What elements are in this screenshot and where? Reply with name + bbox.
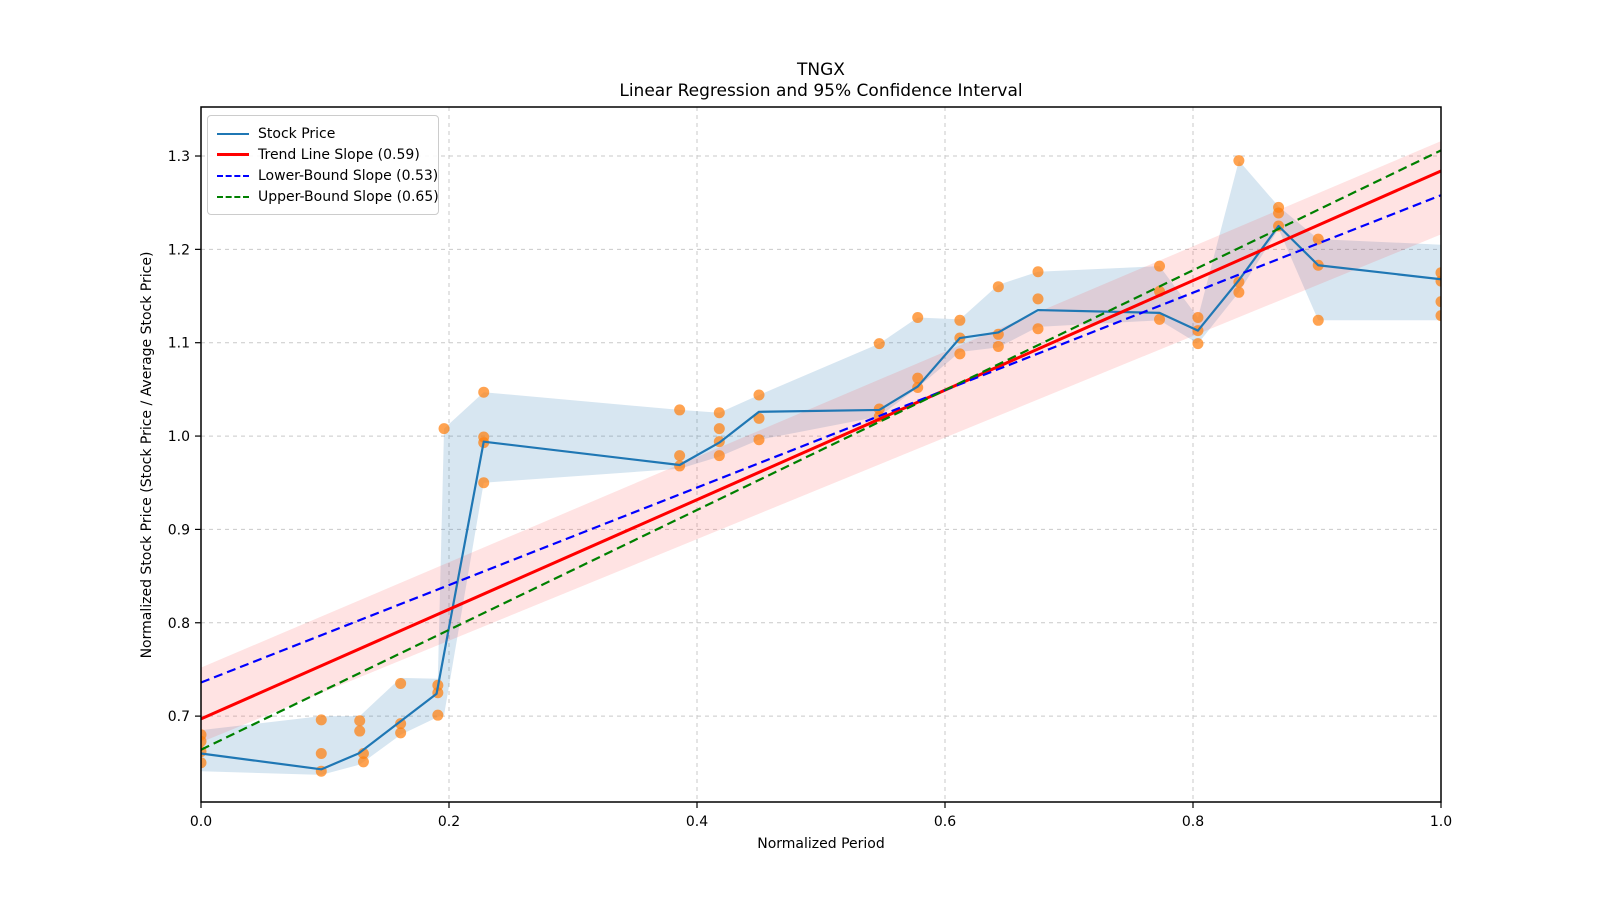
scatter-point [1435,267,1441,279]
scatter-point [395,727,407,739]
scatter-point [674,450,686,462]
x-tick-label: 0.8 [1182,814,1204,830]
scatter-point [954,348,966,360]
scatter-point [1032,266,1044,278]
scatter-point [954,314,966,326]
scatter-point [1435,310,1441,322]
legend-dashed-line-sample-icon [217,174,249,177]
legend-line-sample-icon [217,132,249,135]
legend-item-upper-bound: Upper-Bound Slope (0.65) [217,186,439,207]
legend-item-trend-line: Trend Line Slope (0.59) [217,144,428,165]
scatter-point [354,715,366,727]
chart-subtitle: Linear Regression and 95% Confidence Int… [619,81,1023,101]
scatter-point [357,756,369,768]
scatter-point [992,340,1004,352]
lower-bound-line [201,194,1441,684]
y-tick-label: 1.3 [168,149,190,165]
scatter-point [1154,313,1166,325]
scatter-point [1192,312,1204,324]
scatter-point [478,477,490,489]
x-tick-label: 0.2 [438,814,460,830]
scatter-point [1233,286,1245,298]
trend-line [201,169,1441,721]
legend-dashed-line-sample-icon [217,195,249,198]
y-axis-label: Normalized Stock Price (Stock Price / Av… [139,251,155,659]
scatter-point [753,389,765,401]
scatter-point [1154,260,1166,272]
scatter-point [315,747,327,759]
chart-title: TNGX [797,60,845,80]
y-tick-label: 1.0 [168,429,190,445]
legend-item-lower-bound: Lower-Bound Slope (0.53) [217,165,438,186]
x-tick-label: 0.4 [686,814,708,830]
upper-bound-line [201,149,1441,751]
x-tick-label: 0.6 [934,814,956,830]
scatter-point [395,718,407,730]
legend-label: Upper-Bound Slope (0.65) [258,188,439,205]
scatter-point [315,714,327,726]
x-tick-label: 1.0 [1430,814,1452,830]
y-tick-label: 0.7 [168,709,190,725]
scatter-point [674,404,686,416]
scatter-point [713,450,725,462]
legend: Stock Price Trend Line Slope (0.59) Lowe… [207,115,439,215]
x-tick-label: 0.0 [190,814,212,830]
y-tick-label: 0.8 [168,616,190,632]
legend-label: Trend Line Slope (0.59) [258,146,420,163]
scatter-point [1032,293,1044,305]
scatter-point [713,423,725,435]
scatter-point [873,338,885,350]
scatter-point [1435,296,1441,308]
axis-ticks [195,155,1442,808]
scatter-point [1273,207,1285,219]
scatter-point [713,407,725,419]
scatter-point [912,312,924,324]
stock-price-line [201,224,1441,771]
scatter-point [354,725,366,737]
scatter-point [1312,314,1324,326]
scatter-point [438,423,450,435]
y-tick-label: 1.2 [168,242,190,258]
y-tick-label: 1.1 [168,336,190,352]
scatter-point [753,412,765,424]
data-series [201,141,1441,777]
legend-line-sample-icon [217,153,249,156]
scatter-point [912,372,924,384]
tick-labels: 0.0 0.2 0.4 0.6 0.8 1.0 0.7 0.8 0.9 1.0 1.1 1.2 1.3 [168,149,1452,830]
legend-item-stock-price: Stock Price [217,123,428,144]
scatter-point [753,434,765,446]
y-tick-label: 0.9 [168,522,190,538]
plot-frame [200,106,1442,803]
scatter-point [432,709,444,721]
scatter-point [1192,338,1204,350]
legend-label: Lower-Bound Slope (0.53) [258,167,439,184]
scatter-point [1312,233,1324,245]
scatter-point [992,281,1004,293]
scatter-point [201,757,207,769]
scatter-point [1233,155,1245,167]
scatter-point [395,677,407,689]
legend-label: Stock Price [258,125,336,142]
x-axis-label: Normalized Period [757,836,885,852]
stock-price-range-band [201,160,1441,775]
scatter-point [478,386,490,398]
confidence-interval-band [201,141,1441,743]
scatter-point [1032,323,1044,335]
scatter-point [201,735,207,747]
